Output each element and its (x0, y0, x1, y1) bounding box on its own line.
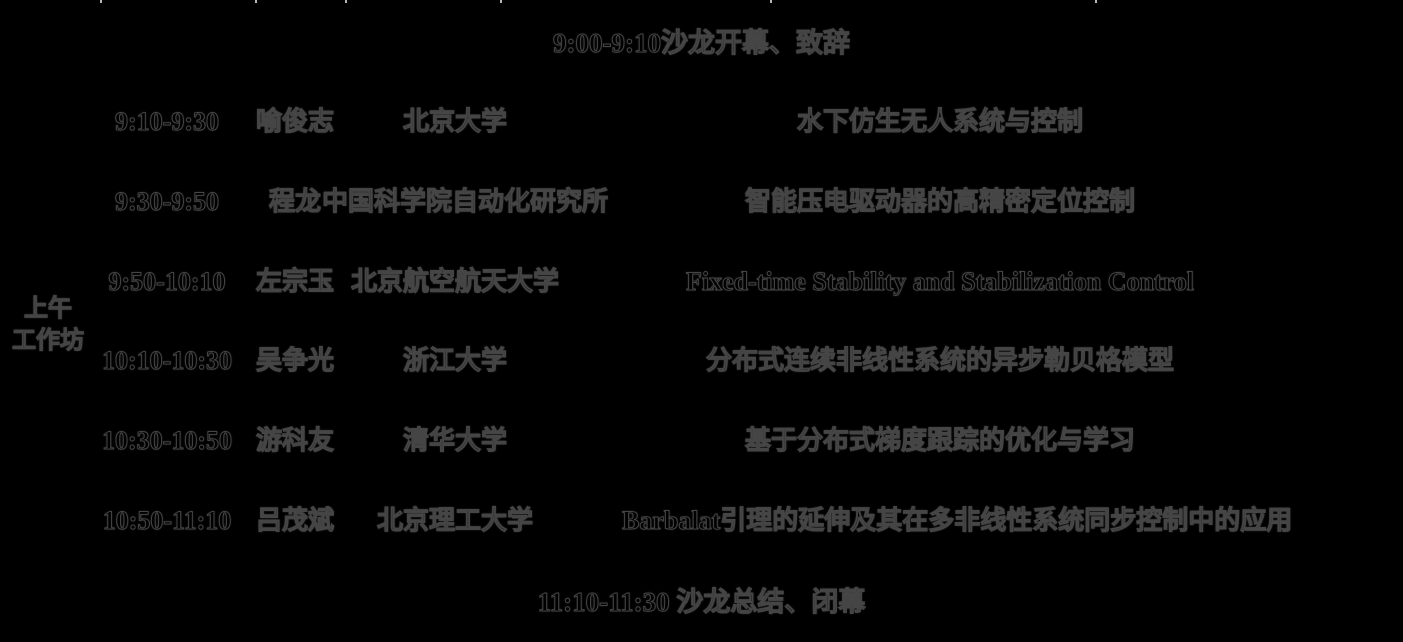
talk-time: 10:30-10:50 (102, 426, 233, 456)
session-side-label-line2: 工作坊 (12, 328, 85, 355)
table-row: 10:30-10:50 游科友 清华大学 基于分布式梯度跟踪的优化与学习 (0, 423, 1403, 459)
talk-affiliation: 北京理工大学 (376, 506, 533, 536)
talk-affiliation: 北京大学 (402, 107, 507, 137)
talk-topic: Barbalat引理的延伸及其在多非线性系统同步控制中的应用 (622, 506, 1293, 536)
session-side-label-line1: 上午 (24, 296, 73, 323)
talk-speaker: 程龙 (268, 187, 321, 217)
talk-affiliation: 中国科学院自动化研究所 (322, 187, 609, 217)
talk-time: 9:50-10:10 (108, 267, 226, 297)
opening-row: 9:00-9:10沙龙开幕、致辞 (553, 28, 851, 59)
talk-topic: 智能压电驱动器的高精密定位控制 (744, 187, 1135, 217)
talk-speaker: 吕茂斌 (255, 506, 334, 536)
talk-topic: 基于分布式梯度跟踪的优化与学习 (744, 426, 1135, 456)
talk-time: 9:10-9:30 (115, 107, 220, 137)
talk-time: 10:10-10:30 (102, 346, 233, 376)
table-border-tick (345, 0, 347, 3)
talk-topic: 水下仿生无人系统与控制 (796, 107, 1083, 137)
talk-speaker: 喻俊志 (255, 107, 334, 137)
talk-affiliation: 北京航空航天大学 (350, 267, 559, 297)
talk-speaker: 左宗玉 (255, 267, 334, 297)
talk-topic: 分布式连续非线性系统的异步勒贝格模型 (705, 346, 1174, 376)
table-row: 9:50-10:10 左宗玉 北京航空航天大学 Fixed-time Stabi… (0, 264, 1403, 300)
table-border-tick (500, 0, 502, 3)
session-side-label: 上午 工作坊 (0, 293, 96, 357)
table-border-tick (770, 0, 772, 3)
talk-speaker: 游科友 (255, 426, 334, 456)
table-row: 9:10-9:30 喻俊志 北京大学 水下仿生无人系统与控制 (0, 104, 1403, 140)
talk-time: 10:50-11:10 (102, 506, 232, 536)
talk-time: 9:30-9:50 (115, 187, 220, 217)
table-row: 9:30-9:50 程龙 中国科学院自动化研究所 智能压电驱动器的高精密定位控制 (0, 184, 1403, 220)
table-row: 10:50-11:10 吕茂斌 北京理工大学 Barbalat引理的延伸及其在多… (0, 503, 1403, 539)
table-border-tick (1095, 0, 1097, 3)
closing-row: 11:10-11:30 沙龙总结、闭幕 (537, 587, 866, 618)
table-row: 10:10-10:30 吴争光 浙江大学 分布式连续非线性系统的异步勒贝格模型 (0, 343, 1403, 379)
talk-affiliation: 清华大学 (402, 426, 507, 456)
talk-speaker: 吴争光 (255, 346, 334, 376)
talk-affiliation: 浙江大学 (402, 346, 507, 376)
table-border-tick (100, 0, 102, 3)
talk-topic: Fixed-time Stability and Stabilization C… (686, 267, 1195, 297)
table-border-tick (255, 0, 257, 3)
